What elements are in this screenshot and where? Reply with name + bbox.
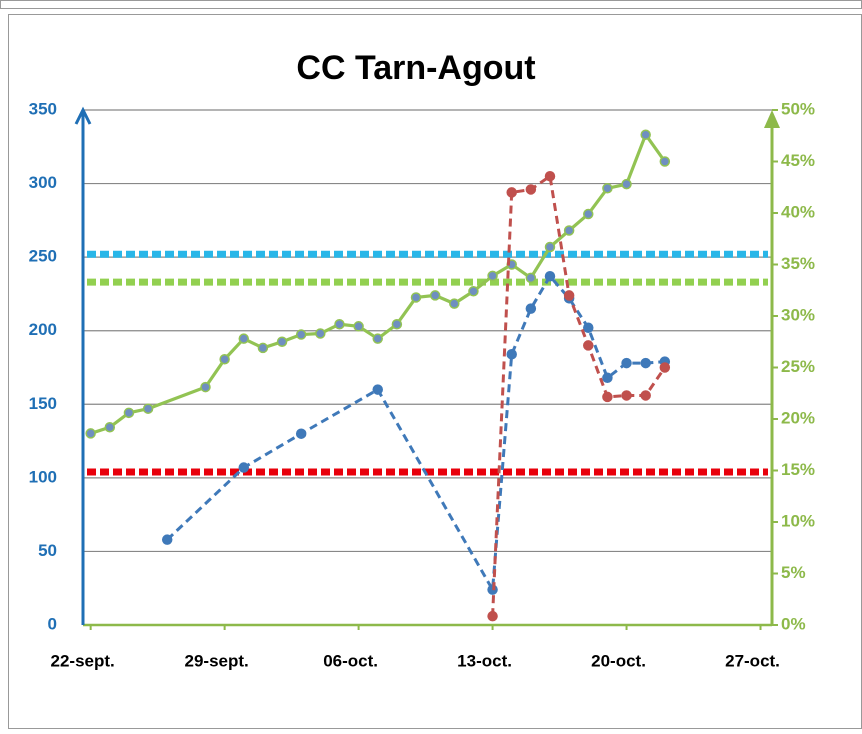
data-point bbox=[583, 322, 594, 334]
data-point bbox=[487, 270, 498, 282]
data-point bbox=[410, 292, 422, 303]
top-strip bbox=[0, 0, 862, 9]
data-point bbox=[353, 321, 364, 332]
data-point bbox=[449, 298, 460, 309]
data-point bbox=[621, 357, 632, 369]
data-point bbox=[295, 428, 307, 439]
y2-tick-label: 20% bbox=[781, 408, 815, 427]
data-point bbox=[161, 534, 173, 545]
data-point bbox=[621, 390, 632, 401]
y2-tick-label: 40% bbox=[781, 202, 815, 221]
y-axis-arrow bbox=[74, 106, 92, 125]
data-point bbox=[257, 342, 269, 354]
x-tick-label: 29-sept. bbox=[185, 651, 249, 670]
x-tick-label: 27-oct. bbox=[725, 651, 780, 670]
data-point bbox=[468, 286, 479, 297]
y-tick-label: 300 bbox=[29, 173, 57, 192]
data-point bbox=[659, 156, 671, 167]
data-point bbox=[429, 290, 441, 301]
data-point bbox=[372, 384, 383, 395]
data-point bbox=[583, 340, 594, 351]
x-tick-label: 13-oct. bbox=[457, 651, 512, 670]
x-tick-label: 06-oct. bbox=[323, 651, 378, 670]
y2-tick-label: 5% bbox=[781, 563, 806, 582]
y2-tick-label: 45% bbox=[781, 151, 815, 170]
y2-tick-label: 25% bbox=[781, 357, 815, 376]
y-tick-label: 0 bbox=[48, 614, 57, 633]
data-point bbox=[372, 333, 383, 344]
data-point bbox=[621, 178, 632, 190]
y2-tick-label: 50% bbox=[781, 99, 815, 118]
y-tick-label: 100 bbox=[29, 467, 57, 486]
data-point bbox=[276, 336, 288, 347]
y-tick-label: 150 bbox=[29, 394, 57, 413]
chart-frame bbox=[8, 14, 862, 729]
y-tick-label: 50 bbox=[38, 541, 57, 560]
data-point bbox=[563, 290, 575, 301]
data-point bbox=[602, 391, 613, 403]
data-point bbox=[506, 349, 517, 360]
data-point bbox=[525, 303, 537, 314]
data-point bbox=[238, 462, 250, 473]
data-point bbox=[602, 183, 613, 194]
data-point bbox=[315, 328, 326, 339]
y2-axis-arrow bbox=[764, 110, 780, 128]
data-point bbox=[602, 372, 613, 384]
data-point bbox=[200, 381, 211, 393]
data-point bbox=[563, 225, 575, 236]
data-point bbox=[238, 333, 250, 344]
y2-tick-label: 15% bbox=[781, 460, 815, 479]
data-point bbox=[123, 407, 135, 419]
y-tick-label: 250 bbox=[29, 247, 57, 266]
data-point bbox=[544, 241, 556, 253]
data-point bbox=[487, 610, 498, 622]
data-point bbox=[334, 318, 345, 330]
data-point bbox=[85, 428, 96, 439]
x-tick-label: 22-sept. bbox=[51, 651, 115, 670]
data-point bbox=[391, 318, 403, 330]
y2-tick-label: 30% bbox=[781, 305, 815, 324]
y-tick-label: 200 bbox=[29, 320, 57, 339]
data-point bbox=[640, 390, 651, 401]
data-point bbox=[295, 329, 307, 340]
series-line bbox=[491, 174, 667, 617]
data-point bbox=[640, 129, 651, 140]
x-tick-label: 20-oct. bbox=[591, 651, 646, 670]
data-point bbox=[544, 271, 556, 282]
data-point bbox=[583, 208, 594, 220]
data-point bbox=[506, 187, 517, 198]
data-point bbox=[640, 357, 651, 369]
data-point bbox=[525, 272, 537, 284]
data-point bbox=[219, 354, 230, 365]
data-point bbox=[104, 421, 116, 433]
data-point bbox=[544, 170, 556, 182]
data-point bbox=[525, 184, 537, 195]
data-point bbox=[142, 403, 154, 414]
data-point bbox=[659, 362, 671, 373]
y2-tick-label: 35% bbox=[781, 254, 815, 273]
y-tick-label: 350 bbox=[29, 99, 57, 118]
chart-title: CC Tarn-Agout bbox=[296, 49, 535, 87]
y2-tick-label: 10% bbox=[781, 511, 815, 530]
y2-tick-label: 0% bbox=[781, 614, 806, 633]
